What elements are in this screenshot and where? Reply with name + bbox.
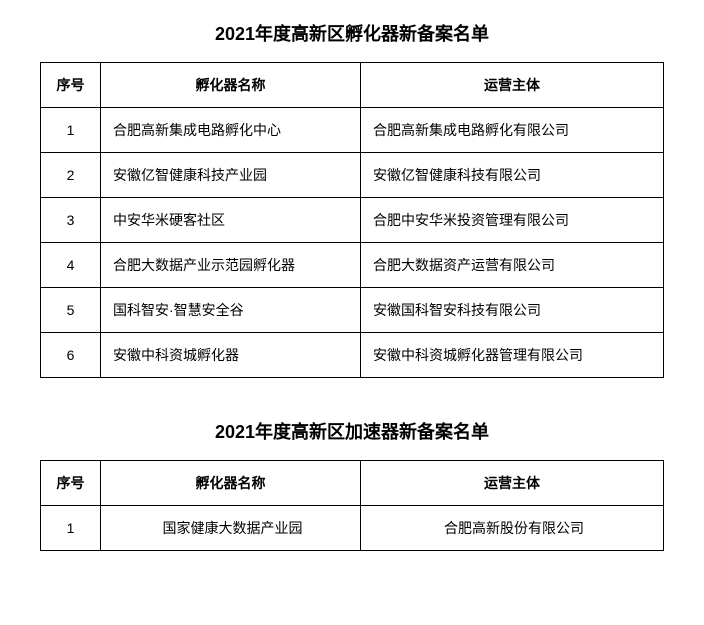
cell-name: 国家健康大数据产业园 [101, 506, 361, 551]
accelerator-table-body: 1国家健康大数据产业园合肥高新股份有限公司 [41, 506, 664, 551]
cell-no: 6 [41, 333, 101, 378]
cell-no: 3 [41, 198, 101, 243]
table-row: 5国科智安·智慧安全谷安徽国科智安科技有限公司 [41, 288, 664, 333]
table-header-row: 序号 孵化器名称 运营主体 [41, 63, 664, 108]
cell-no: 2 [41, 153, 101, 198]
section-2: 2021年度高新区加速器新备案名单 序号 孵化器名称 运营主体 1国家健康大数据… [40, 418, 664, 551]
cell-name: 中安华米硬客社区 [101, 198, 361, 243]
table-row: 2安徽亿智健康科技产业园安徽亿智健康科技有限公司 [41, 153, 664, 198]
col-header-entity: 运营主体 [361, 461, 664, 506]
table-row: 1合肥高新集成电路孵化中心合肥高新集成电路孵化有限公司 [41, 108, 664, 153]
col-header-name: 孵化器名称 [101, 461, 361, 506]
table-header-row: 序号 孵化器名称 运营主体 [41, 461, 664, 506]
section-2-title: 2021年度高新区加速器新备案名单 [40, 418, 664, 444]
incubator-table: 序号 孵化器名称 运营主体 1合肥高新集成电路孵化中心合肥高新集成电路孵化有限公… [40, 62, 664, 378]
cell-entity: 安徽国科智安科技有限公司 [361, 288, 664, 333]
section-1-title: 2021年度高新区孵化器新备案名单 [40, 20, 664, 46]
cell-entity: 安徽亿智健康科技有限公司 [361, 153, 664, 198]
cell-name: 合肥大数据产业示范园孵化器 [101, 243, 361, 288]
cell-name: 安徽中科资城孵化器 [101, 333, 361, 378]
table-row: 6安徽中科资城孵化器安徽中科资城孵化器管理有限公司 [41, 333, 664, 378]
cell-name: 安徽亿智健康科技产业园 [101, 153, 361, 198]
cell-name: 合肥高新集成电路孵化中心 [101, 108, 361, 153]
cell-no: 4 [41, 243, 101, 288]
table-row: 3中安华米硬客社区合肥中安华米投资管理有限公司 [41, 198, 664, 243]
cell-no: 1 [41, 108, 101, 153]
cell-entity: 合肥高新集成电路孵化有限公司 [361, 108, 664, 153]
col-header-no: 序号 [41, 461, 101, 506]
cell-name: 国科智安·智慧安全谷 [101, 288, 361, 333]
section-1: 2021年度高新区孵化器新备案名单 序号 孵化器名称 运营主体 1合肥高新集成电… [40, 20, 664, 378]
col-header-name: 孵化器名称 [101, 63, 361, 108]
accelerator-table: 序号 孵化器名称 运营主体 1国家健康大数据产业园合肥高新股份有限公司 [40, 460, 664, 551]
incubator-table-body: 1合肥高新集成电路孵化中心合肥高新集成电路孵化有限公司2安徽亿智健康科技产业园安… [41, 108, 664, 378]
table-row: 1国家健康大数据产业园合肥高新股份有限公司 [41, 506, 664, 551]
table-row: 4合肥大数据产业示范园孵化器合肥大数据资产运营有限公司 [41, 243, 664, 288]
col-header-no: 序号 [41, 63, 101, 108]
col-header-entity: 运营主体 [361, 63, 664, 108]
cell-entity: 合肥高新股份有限公司 [361, 506, 664, 551]
cell-entity: 安徽中科资城孵化器管理有限公司 [361, 333, 664, 378]
cell-no: 1 [41, 506, 101, 551]
cell-entity: 合肥中安华米投资管理有限公司 [361, 198, 664, 243]
cell-entity: 合肥大数据资产运营有限公司 [361, 243, 664, 288]
cell-no: 5 [41, 288, 101, 333]
